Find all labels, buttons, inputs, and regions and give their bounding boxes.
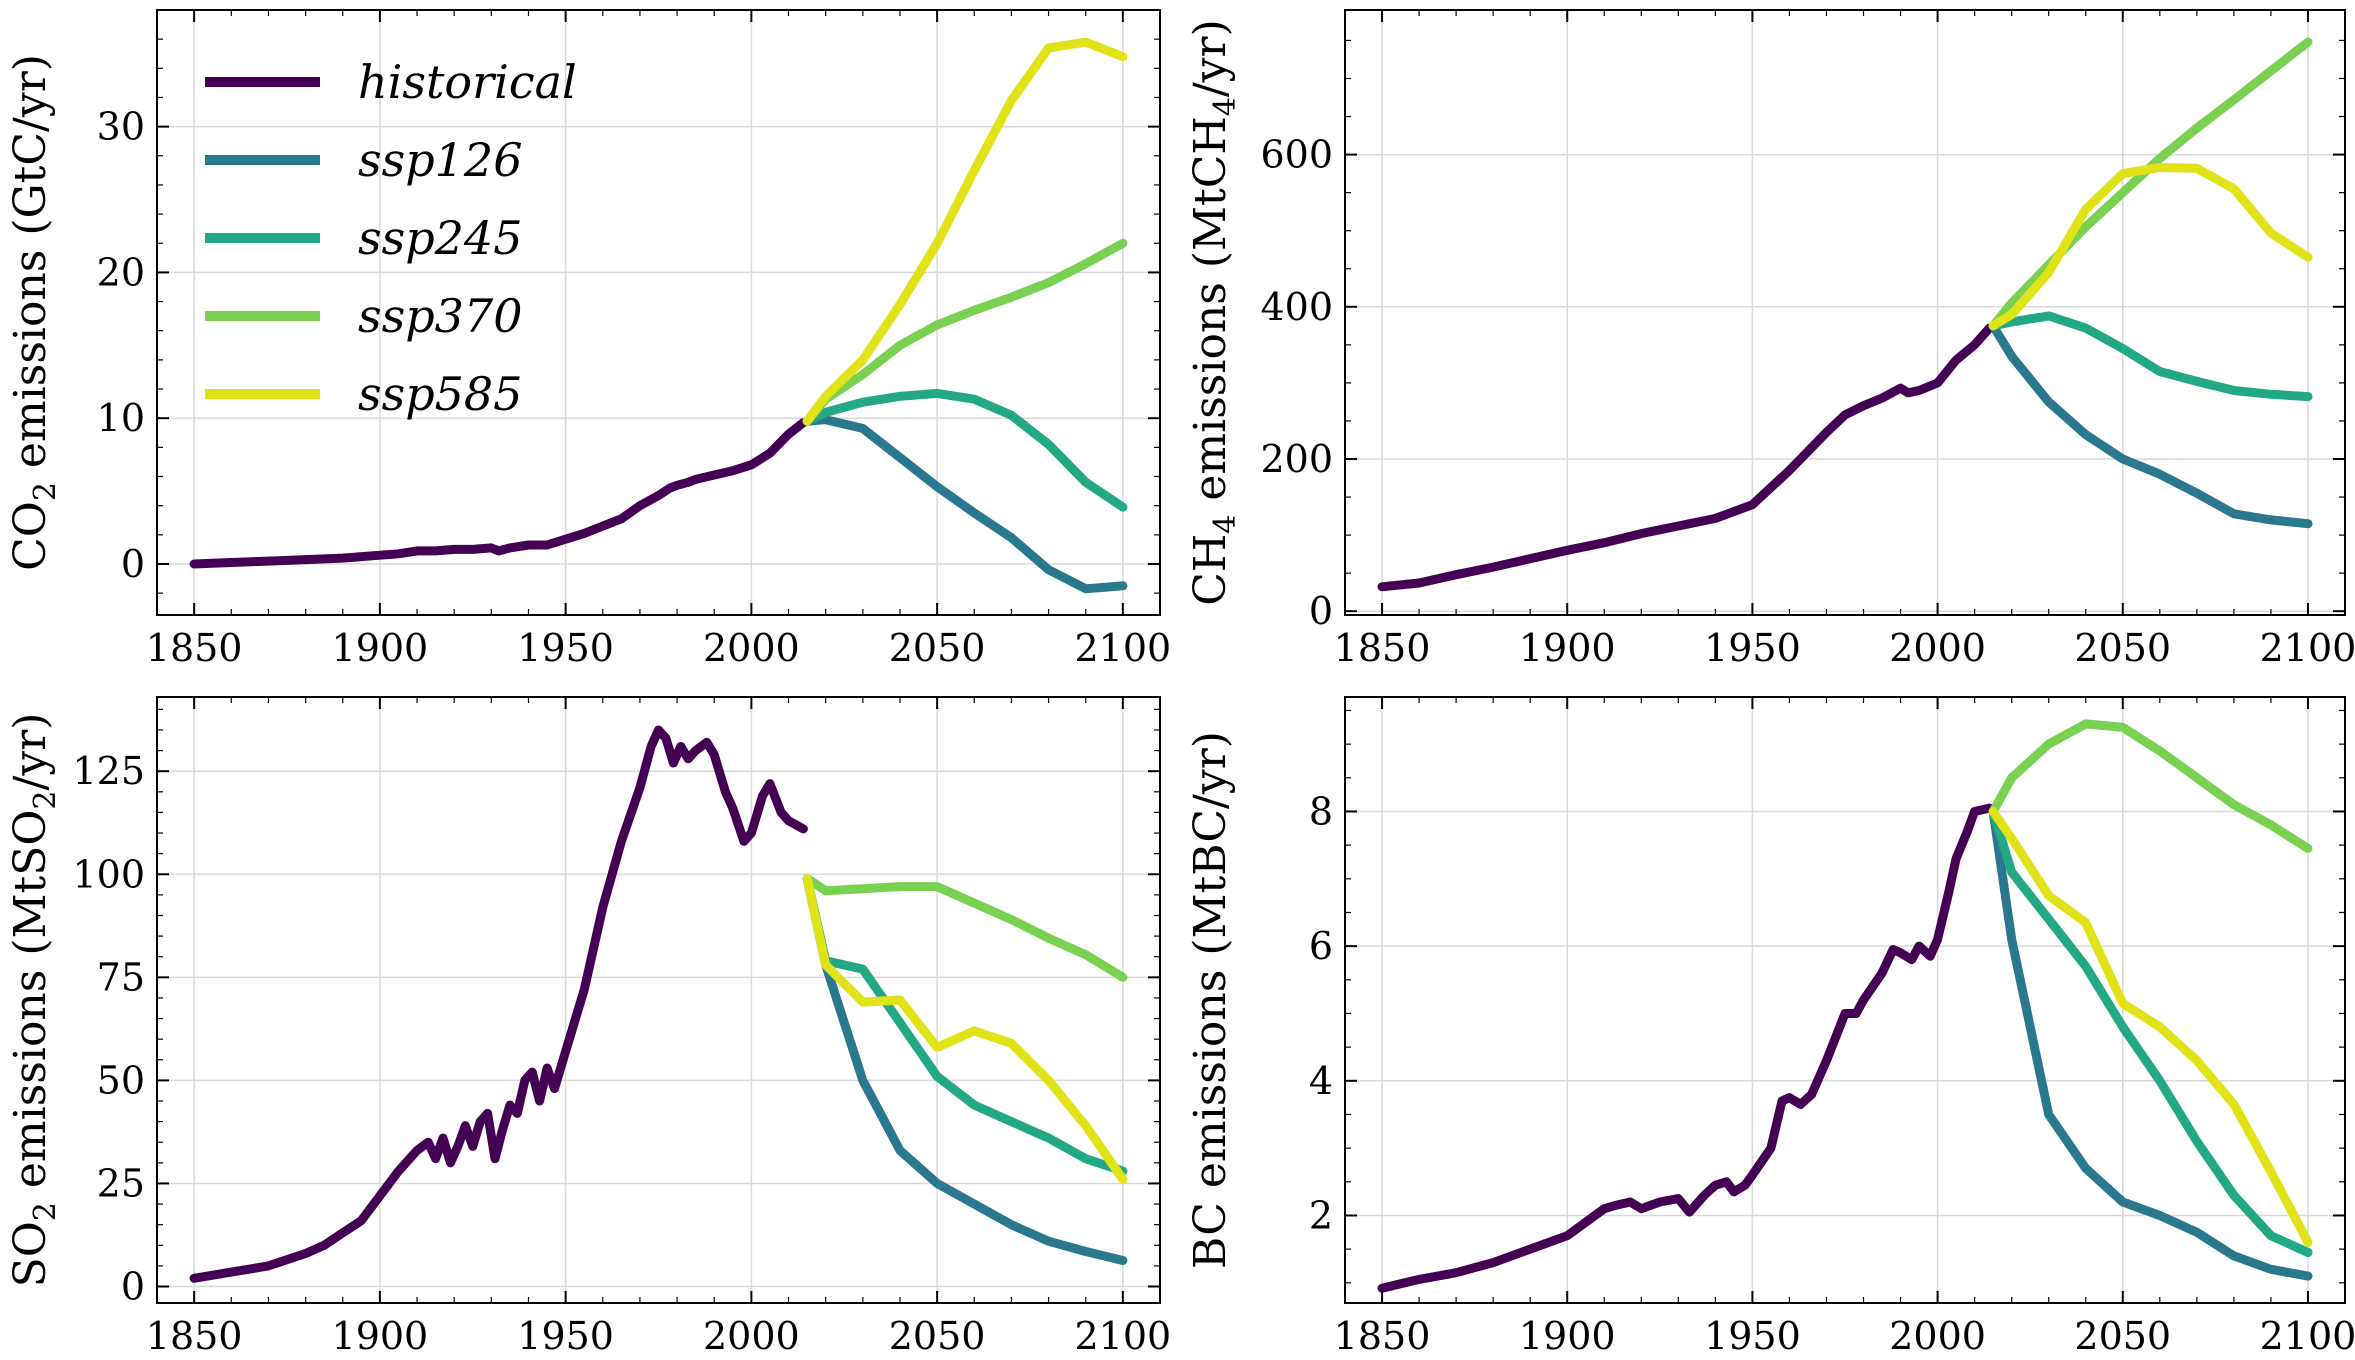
co2-series-ssp245 [802,388,1128,512]
so2-ytick-label: 25 [97,1161,145,1205]
ch4-xtick-label: 1950 [1704,626,1801,670]
legend-label-ssp126: ssp126 [358,133,522,187]
ch4-xtick-label: 2000 [1889,626,1986,670]
ch4-axes-frame [1344,9,2346,616]
so2-ytick-label: 125 [72,749,145,793]
so2-series-ssp585 [802,873,1128,1184]
so2-ytick-label: 100 [72,852,145,896]
co2-ytick-label: 30 [97,105,145,149]
ch4-ytick-label: 400 [1260,285,1333,329]
bc-series-ssp585 [1988,807,2313,1247]
ch4-series-ssp245 [1988,311,2313,402]
so2-xtick-label: 1850 [146,1314,243,1358]
ch4-xtick-label: 2100 [2260,626,2355,670]
legend-label-historical: historical [358,55,577,109]
so2-panel: 1850 1900 1950 2000 2050 2100 0 25 50 75 100 125SO2… [5,696,1171,1358]
ch4-ytick-label: 200 [1260,437,1333,481]
bc-xtick-label: 2000 [1889,1314,1986,1358]
bc-series-ssp126 [1988,807,2313,1281]
ch4-series-group [1377,37,2313,592]
co2-axes-frame [156,9,1161,616]
so2-xtick-label: 1900 [332,1314,429,1358]
ch4-ylabel: CH4​ emissions (MtCH4​/yr) [1185,19,1243,606]
co2-ytick-label: 20 [97,250,145,294]
bc-ytick-label: 8 [1309,789,1333,833]
bc-xtick-label: 2050 [2074,1314,2171,1358]
ch4-xtick-label: 1900 [1519,626,1616,670]
so2-ytick-label: 50 [97,1058,145,1102]
ch4-panel: 1850 1900 1950 2000 2050 2100 0 200 400 600 CH4​ e… [1185,9,2355,670]
co2-series-ssp126 [802,415,1128,594]
bc-series-ssp245 [1988,807,2313,1257]
bc-ytick-label: 6 [1309,924,1333,968]
so2-series-ssp245 [802,873,1128,1176]
ch4-xtick-label: 1850 [1334,626,1431,670]
co2-series-group [189,37,1128,594]
so2-ytick-label: 75 [97,955,145,999]
bc-ytick-label: 4 [1309,1059,1333,1103]
bc-xtick-label: 1850 [1334,1314,1431,1358]
ch4-series-historical [1377,323,1994,592]
bc-series-ssp370 [1988,719,2313,853]
so2-ytick-label: 0 [121,1265,145,1309]
co2-series-historical [189,418,808,569]
bc-xtick-label: 1950 [1704,1314,1801,1358]
so2-series-ssp126 [802,873,1128,1265]
so2-ylabel: SO2​ emissions (MtSO2​/yr) [5,713,63,1288]
co2-xtick-label: 1900 [332,626,429,670]
legend-label-ssp245: ssp245 [358,211,522,265]
ch4-ytick-label: 600 [1260,133,1333,177]
ch4-series-ssp585 [1988,163,2313,331]
co2-xtick-label: 1950 [517,626,614,670]
co2-panel: 1850 1900 1950 2000 2050 2100 0 10 20 30 CO2​ emis… [5,9,1171,670]
co2-series-ssp370 [802,238,1128,426]
so2-axes-frame [156,696,1161,1304]
bc-xtick-label: 1900 [1519,1314,1616,1358]
co2-xtick-label: 2050 [889,626,986,670]
legend-label-ssp585: ssp585 [358,367,522,421]
ch4-xtick-label: 2050 [2074,626,2171,670]
so2-xtick-label: 1950 [517,1314,614,1358]
so2-series-ssp370 [802,873,1128,982]
bc-ylabel: BC emissions (MtBC/yr) [1185,731,1236,1269]
bc-axes-frame [1344,696,2346,1304]
bc-xtick-label: 2100 [2260,1314,2355,1358]
legend-label-ssp370: ssp370 [358,289,522,343]
co2-xtick-label: 1850 [146,626,243,670]
so2-xtick-label: 2050 [889,1314,986,1358]
co2-xtick-label: 2000 [703,626,800,670]
ch4-ytick-label: 0 [1309,589,1333,633]
bc-ytick-label: 2 [1309,1193,1333,1237]
ch4-series-ssp370 [1988,37,2313,331]
co2-ytick-label: 10 [97,396,145,440]
ch4-series-ssp126 [1988,321,2313,529]
co2-series-ssp585 [802,37,1128,426]
co2-ytick-label: 0 [121,542,145,586]
so2-series-group [189,725,1128,1283]
legend: historical ssp126 ssp245 ssp370 ssp585 [205,55,577,421]
bc-panel: 1850 1900 1950 2000 2050 2100 2 4 6 8 BC emissions… [1185,696,2355,1358]
co2-xtick-label: 2100 [1074,626,1171,670]
so2-xtick-label: 2100 [1074,1314,1171,1358]
bc-series-historical [1377,803,1994,1293]
bc-series-group [1377,719,2313,1293]
so2-xtick-label: 2000 [703,1314,800,1358]
so2-series-historical [189,725,808,1283]
co2-ylabel: CO2​ emissions (GtC/yr) [5,54,63,571]
